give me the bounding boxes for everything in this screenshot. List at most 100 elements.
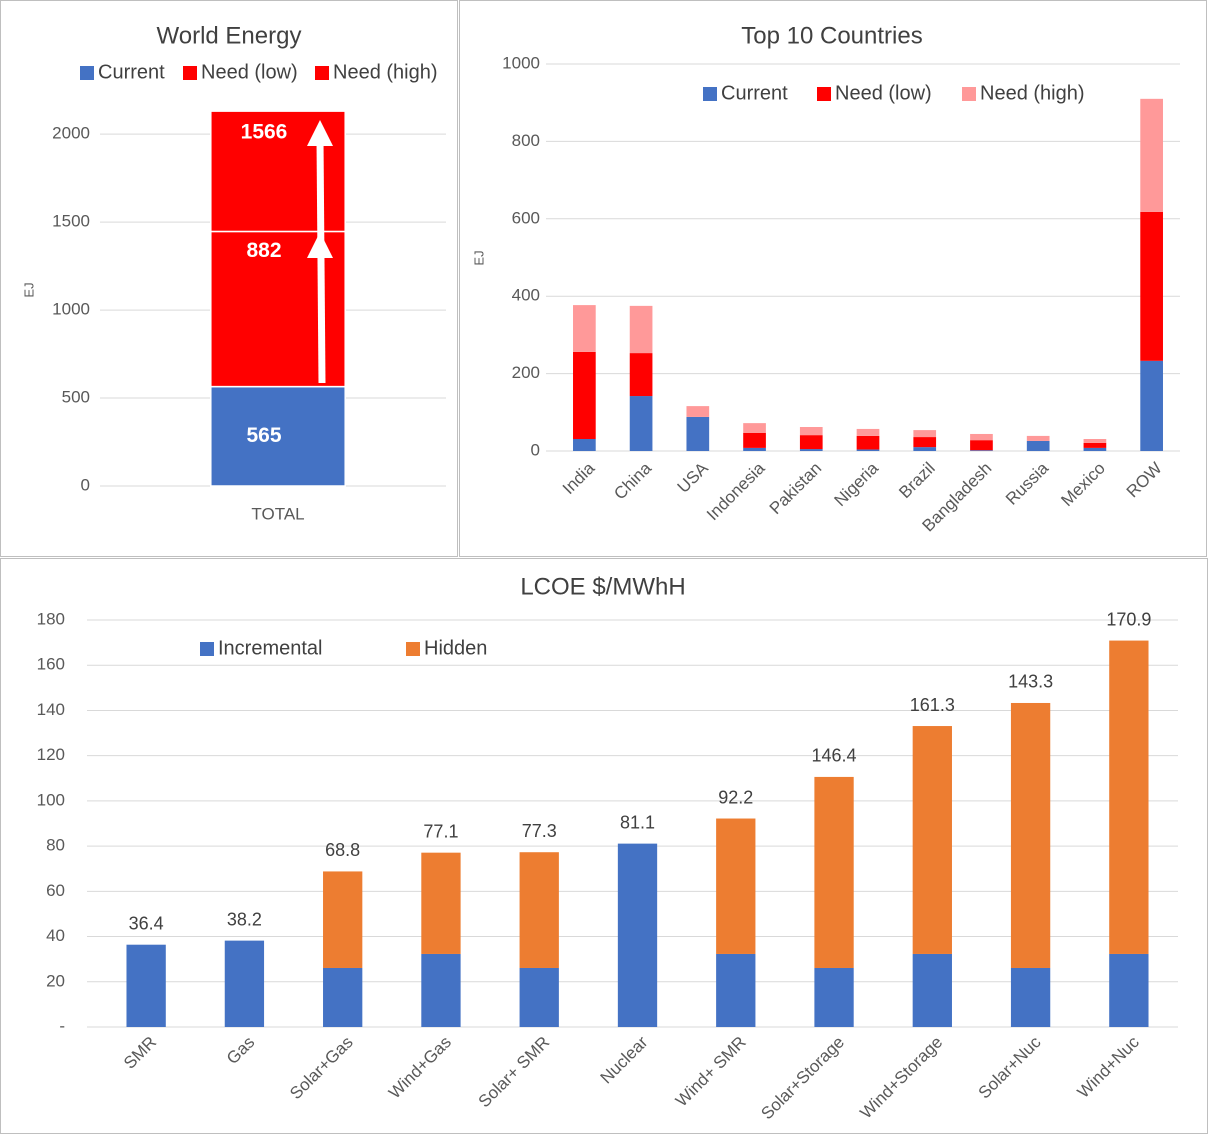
legend-swatch — [817, 87, 831, 101]
legend-label: Need (low) — [201, 61, 298, 83]
legend-swatch — [200, 642, 214, 656]
bar-segment — [519, 852, 559, 968]
legend-swatch — [80, 66, 94, 80]
bar-segment — [224, 940, 265, 1027]
arrow-head — [307, 232, 333, 258]
annotation: 1566 — [241, 121, 288, 144]
y-tick-label: 500 — [62, 388, 90, 407]
bar-segment — [913, 437, 937, 448]
bar-segment — [970, 433, 993, 441]
bar-segment — [799, 427, 823, 436]
y-tick-label: 800 — [512, 131, 540, 150]
y-tick-label: 100 — [37, 790, 65, 809]
arrow-head — [307, 120, 333, 146]
total-label: 146.4 — [812, 746, 857, 766]
y-tick-label: 140 — [37, 700, 65, 719]
bar-segment — [743, 432, 766, 448]
bar-segment — [573, 305, 596, 352]
bar-segment — [743, 423, 766, 433]
bar-segment — [629, 396, 653, 451]
bar-segment — [814, 967, 854, 1027]
total-label: 68.8 — [325, 840, 360, 860]
total-label: 143.3 — [1008, 672, 1053, 692]
bar-segment — [629, 305, 653, 354]
bar-segment — [970, 440, 993, 451]
y-tick-label: 180 — [37, 609, 65, 628]
legend-label: Need (high) — [980, 82, 1085, 104]
y-tick-label: - — [59, 1016, 65, 1035]
bar-segment — [323, 871, 363, 968]
bar-segment — [1083, 442, 1107, 448]
y-tick-label: 80 — [46, 836, 65, 855]
total-label: 38.2 — [227, 909, 262, 929]
value-label: 565 — [246, 424, 281, 447]
bar-segment — [1140, 360, 1163, 451]
bar-segment — [573, 439, 596, 451]
legend-label: Need (high) — [333, 61, 438, 83]
bar-segment — [421, 852, 461, 954]
bar-segment — [1026, 435, 1050, 441]
bar-segment — [210, 385, 346, 487]
bar-segment — [970, 450, 993, 451]
y-tick-label: 2000 — [52, 124, 90, 143]
bar-segment — [686, 406, 710, 417]
legend-swatch — [703, 87, 717, 101]
total-label: 92.2 — [718, 787, 753, 807]
bar-segment — [799, 435, 823, 450]
bar-segment — [1140, 98, 1163, 212]
y-tick-label: 0 — [531, 440, 540, 459]
bar-segment — [913, 447, 937, 451]
legend-swatch — [962, 87, 976, 101]
bar-segment — [1010, 967, 1051, 1027]
bar-segment — [716, 818, 756, 954]
total-label: 170.9 — [1106, 609, 1151, 629]
bar-segment — [519, 967, 559, 1027]
legend-label: Hidden — [424, 637, 487, 659]
chart-title: World Energy — [157, 22, 302, 49]
bar-segment — [1010, 702, 1051, 968]
bar-segment — [856, 449, 880, 451]
bar-segment — [1109, 953, 1149, 1027]
y-tick-label: 400 — [512, 286, 540, 305]
bar-segment — [913, 430, 937, 438]
bar-segment — [323, 967, 363, 1027]
total-label: 161.3 — [910, 695, 955, 715]
bar-segment — [573, 351, 596, 440]
bar-segment — [912, 726, 952, 954]
bar-segment — [1083, 447, 1107, 451]
y-tick-label: 120 — [37, 745, 65, 764]
y-tick-label: 160 — [37, 655, 65, 674]
bar-segment — [686, 416, 710, 451]
value-label: 882 — [246, 239, 281, 262]
y-tick-label: 600 — [512, 208, 540, 227]
y-tick-label: 1000 — [52, 300, 90, 319]
y-tick-label: 0 — [81, 475, 90, 494]
arrow-shaft — [316, 139, 326, 384]
x-tick-label: TOTAL — [251, 504, 304, 523]
y-tick-label: 1000 — [502, 53, 540, 72]
legend-label: Current — [98, 61, 165, 83]
legend-swatch — [315, 66, 329, 80]
bar-segment — [421, 953, 461, 1027]
bar-segment — [814, 776, 854, 968]
bar-segment — [1140, 211, 1163, 361]
bar-segment — [617, 843, 658, 1027]
bar-segment — [799, 449, 823, 451]
legend-label: Current — [721, 82, 788, 104]
bar-segment — [716, 953, 756, 1027]
legend-label: Need (low) — [835, 82, 932, 104]
legend-swatch — [406, 642, 420, 656]
y-tick-label: 60 — [46, 881, 65, 900]
bar-segment — [743, 447, 766, 451]
y-axis-label: EJ — [21, 282, 36, 297]
bar-segment — [912, 953, 952, 1027]
bar-segment — [1109, 640, 1149, 954]
total-label: 77.3 — [522, 821, 557, 841]
legend-label: Incremental — [218, 637, 323, 659]
chart-title: Top 10 Countries — [741, 22, 922, 49]
y-tick-label: 1500 — [52, 212, 90, 231]
y-tick-label: 20 — [46, 971, 65, 990]
y-axis-label: EJ — [471, 250, 486, 265]
bar-segment — [629, 353, 653, 397]
